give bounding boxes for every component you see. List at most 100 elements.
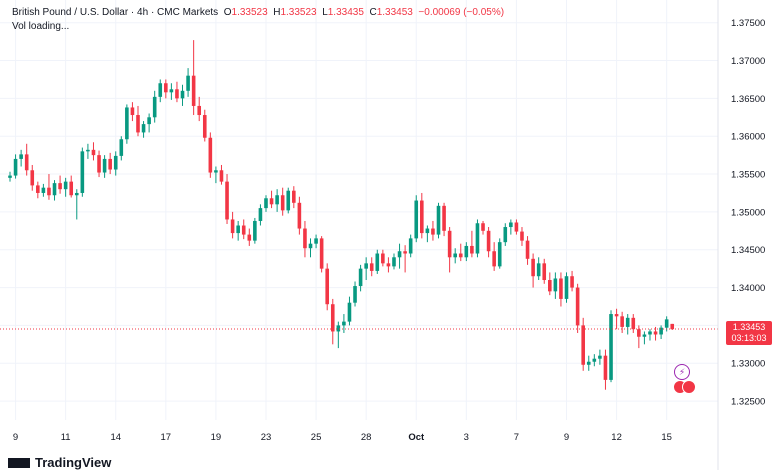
- low-value: 1.33435: [327, 7, 364, 18]
- candle-body: [548, 280, 552, 292]
- candle-body: [542, 263, 547, 280]
- candle: [164, 79, 168, 99]
- candle: [631, 314, 636, 333]
- candle-body: [603, 355, 608, 380]
- x-tick-label: 28: [361, 432, 372, 443]
- candle: [158, 79, 163, 103]
- candle: [97, 150, 101, 178]
- candle-body: [386, 263, 391, 267]
- lightning-icon[interactable]: ⚡: [674, 364, 690, 380]
- x-tick-label: 25: [311, 432, 322, 443]
- candle-body: [431, 228, 435, 235]
- candle-body: [286, 190, 291, 211]
- candle: [381, 249, 385, 267]
- candle: [236, 220, 240, 241]
- candle-body: [186, 75, 190, 91]
- candle: [314, 234, 318, 249]
- candle-body: [152, 96, 157, 118]
- candle-body: [136, 115, 140, 133]
- grid-lines: [0, 0, 718, 420]
- candle-body: [536, 263, 541, 277]
- tradingview-logo[interactable]: TradingView: [8, 455, 111, 470]
- y-tick-label: 1.32500: [731, 397, 765, 408]
- candle-body: [30, 170, 35, 186]
- candle: [230, 211, 235, 239]
- candle-body: [253, 220, 257, 241]
- candle-body: [225, 181, 229, 220]
- candle-body: [664, 319, 669, 328]
- candle-body: [319, 238, 324, 269]
- candle: [80, 147, 85, 197]
- x-tick-label: 11: [61, 432, 71, 443]
- low-label: L: [322, 7, 328, 18]
- candle: [453, 248, 457, 264]
- candle: [74, 189, 79, 220]
- candle: [191, 40, 196, 116]
- candle-body: [86, 149, 90, 152]
- candle: [58, 175, 62, 194]
- us-flag-icon: [682, 380, 696, 394]
- candle-body: [364, 263, 368, 269]
- candle-body: [314, 238, 318, 244]
- candle: [531, 253, 535, 288]
- candle: [475, 219, 480, 258]
- volume-status: Vol loading...: [12, 21, 70, 32]
- high-value: 1.33523: [280, 7, 317, 18]
- change-value: −0.00069 (−0.05%): [418, 7, 505, 18]
- candle: [36, 181, 40, 199]
- candle: [180, 84, 185, 106]
- tradingview-logo-icon: [8, 458, 30, 468]
- candle-body: [108, 158, 112, 170]
- y-tick-label: 1.36500: [731, 94, 765, 105]
- candle-body: [80, 151, 85, 193]
- candle-body: [258, 208, 263, 221]
- candle-body: [509, 222, 513, 228]
- candle-body: [453, 253, 457, 258]
- candle-body: [141, 124, 146, 133]
- candle: [347, 296, 352, 326]
- candle: [520, 227, 524, 246]
- candle: [470, 230, 474, 258]
- close-label: C: [369, 7, 377, 18]
- candle: [648, 329, 652, 341]
- instrument-title: British Pound / U.S. Dollar · 4h · CMC M…: [12, 7, 219, 18]
- candle: [169, 83, 174, 100]
- high-label: H: [273, 7, 281, 18]
- candle: [397, 243, 402, 269]
- candle: [253, 217, 257, 244]
- candle: [442, 202, 446, 237]
- candle-body: [119, 139, 124, 156]
- candle-body: [91, 149, 96, 156]
- candle-body: [69, 181, 74, 196]
- candle: [136, 105, 140, 137]
- y-tick-label: 1.33000: [731, 359, 765, 370]
- open-value: 1.33523: [231, 7, 268, 18]
- time-axis[interactable]: 9 11 14 17 19 23 25 28 Oct 3 7 9 12 15: [13, 432, 672, 443]
- candle-body: [447, 230, 452, 258]
- candle: [625, 314, 630, 335]
- candle-body: [214, 170, 218, 173]
- candle-body: [236, 225, 240, 234]
- price-axis[interactable]: 1.325001.330001.335001.340001.345001.350…: [717, 0, 765, 470]
- candle-body: [280, 195, 285, 211]
- x-tick-label: 9: [13, 432, 18, 443]
- bar-countdown: 03:13:03: [731, 333, 767, 343]
- candle-body: [625, 317, 630, 327]
- candle-body: [631, 317, 636, 330]
- candle-body: [247, 234, 252, 241]
- candle: [548, 272, 552, 296]
- candle: [41, 183, 46, 197]
- country-flags-icon[interactable]: [673, 380, 696, 394]
- candle: [264, 195, 268, 212]
- candle-body: [425, 228, 430, 234]
- candle: [208, 132, 213, 178]
- candle: [592, 354, 597, 367]
- candle: [564, 272, 569, 303]
- candle-body: [520, 231, 524, 241]
- candle: [575, 283, 580, 333]
- candle: [202, 109, 207, 142]
- candle: [609, 310, 613, 383]
- candle-body: [130, 107, 135, 116]
- candle-body: [308, 243, 313, 249]
